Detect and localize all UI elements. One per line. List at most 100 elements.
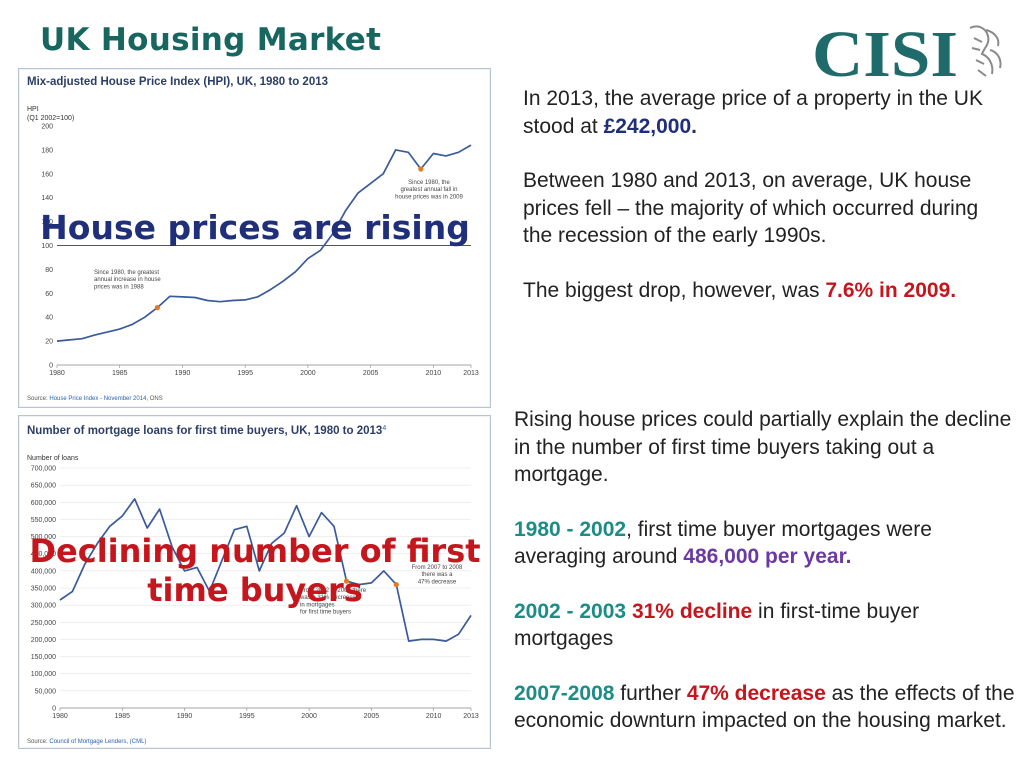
loans-chart: Number of mortgage loans for first time … — [27, 425, 479, 745]
paragraph-1980-2002: 1980 - 2002, first time buyer mortgages … — [514, 516, 1019, 571]
text-2007-2008: as the effects of the economic downturn … — [514, 681, 1015, 733]
loans-source-label: Source: — [27, 739, 49, 745]
loans-annotation-marker — [343, 578, 350, 584]
hpi-xtick-label: 1990 — [175, 370, 191, 377]
hpi-ytick-label: 120 — [41, 219, 53, 226]
paragraph-price-falls: Between 1980 and 2013, on average, UK ho… — [523, 169, 979, 247]
paragraph-rising-prices: Rising house prices could partially expl… — [514, 408, 1012, 486]
loans-annotation-line: there was a — [421, 572, 453, 578]
loans-annotation-line: was a 31% decrease — [299, 595, 356, 601]
loans-annotation: From 2002 to 2003 there was a 31% decreas… — [299, 588, 367, 616]
loans-annotation-line: in mortgages — [300, 602, 335, 608]
price-summary-text: In 2013, the average price of a property… — [523, 85, 1003, 331]
hpi-annotation-line: annual increase in house — [94, 277, 161, 283]
loans-ytick-label: 200,000 — [31, 637, 56, 644]
loans-overlay-caption: Declining number of first time buyers — [20, 532, 490, 610]
hpi-xtick-label: 2013 — [463, 370, 479, 377]
loans-annotation-marker — [393, 581, 399, 588]
loans-source: Source: Council of Mortgage Lenders, (CM… — [27, 739, 146, 745]
hpi-annotation-line: Since 1980, the greatest — [94, 270, 159, 276]
griffin-icon — [969, 25, 1002, 77]
biggest-drop-text: The biggest drop, however, was — [523, 278, 826, 302]
decline-31-value: 31% decline — [631, 599, 753, 623]
hpi-ytick-label: 20 — [45, 339, 53, 346]
hpi-ytick-label: 200 — [41, 124, 53, 131]
hpi-annotation-line: Since 1980, the — [408, 180, 450, 186]
hpi-annotation-line: greatest annual fall in — [400, 187, 457, 193]
loans-chart-title-sup: 4 — [382, 425, 386, 432]
hpi-ytick-label: 80 — [45, 267, 53, 274]
hpi-ytick-label: 180 — [41, 147, 53, 154]
hpi-xtick-label: 1985 — [112, 370, 128, 377]
loans-ytick-label: 250,000 — [31, 620, 56, 627]
loans-xtick-label: 1980 — [52, 713, 68, 720]
hpi-xtick-label: 2005 — [363, 370, 379, 377]
hpi-xtick-label: 2000 — [300, 370, 316, 377]
loans-ytick-label: 150,000 — [31, 654, 56, 661]
average-mortgages-value: 486,000 per year. — [683, 545, 852, 568]
text-1980-2002: , first time buyer mortgages were averag… — [514, 517, 932, 569]
loans-annotation: From 2007 to 2008 there was a 47% decrease — [412, 565, 463, 585]
loans-ytick-label: 350,000 — [31, 586, 56, 593]
loans-ytick-label: 650,000 — [31, 483, 56, 490]
loans-ytick-label: 500,000 — [31, 534, 56, 541]
biggest-drop-value: 7.6% in 2009. — [825, 278, 957, 302]
hpi-annotation: Since 1980, the greatest annual increase … — [94, 270, 161, 290]
loans-xtick-label: 1985 — [114, 713, 130, 720]
loans-chart-panel: Number of mortgage loans for first time … — [18, 415, 491, 749]
loans-annotation-line: for first time buyers — [300, 610, 351, 616]
loans-xtick-label: 2013 — [463, 713, 479, 720]
hpi-annotation-marker — [418, 166, 424, 172]
loans-xtick-label: 1995 — [239, 713, 255, 720]
text-2002-2003: in first-time buyer mortgages — [514, 599, 920, 651]
paragraph-biggest-drop: The biggest drop, however, was 7.6% in 2… — [523, 277, 1003, 305]
loans-xtick-label: 1990 — [177, 713, 193, 720]
loans-ytick-label: 300,000 — [31, 603, 56, 610]
slide-title: UK Housing Market — [40, 22, 382, 58]
loans-ytick-label: 0 — [52, 706, 56, 713]
range-1980-2002: 1980 - 2002 — [514, 517, 627, 541]
loans-chart-title: Number of mortgage loans for first time … — [27, 425, 386, 437]
hpi-overlay-caption: House prices are rising — [40, 208, 470, 247]
hpi-source-suffix: , ONS — [146, 396, 162, 402]
loans-source-link[interactable]: Council of Mortgage Lenders, (CML) — [49, 739, 146, 745]
buyers-summary-text: Rising house prices could partially expl… — [514, 406, 1019, 762]
loans-ytick-label: 400,000 — [31, 568, 56, 575]
paragraph-2007-2008: 2007-2008 further 47% decrease as the ef… — [514, 680, 1019, 735]
loans-annotation-line: From 2007 to 2008 — [412, 565, 463, 571]
hpi-source-label: Source: — [27, 396, 49, 402]
cisi-logo: CISI — [812, 20, 1002, 80]
hpi-ylabel-line1: HPI — [27, 106, 39, 113]
text-2007-2008-mid: further — [614, 681, 687, 705]
hpi-ylabel-line2: (Q1 2002=100) — [27, 115, 74, 122]
hpi-annotation-line: prices was in 1988 — [94, 284, 144, 290]
hpi-ytick-label: 40 — [45, 315, 53, 322]
hpi-source: Source: House Price Index - November 201… — [27, 396, 163, 402]
hpi-annotation: Since 1980, the greatest annual fall in ho… — [395, 180, 463, 200]
hpi-ytick-label: 60 — [45, 291, 53, 298]
hpi-source-link[interactable]: House Price Index - November 2014 — [49, 396, 147, 402]
paragraph-2002-2003: 2002 - 2003 31% decline in first-time bu… — [514, 598, 1019, 653]
loans-series-line — [59, 498, 472, 642]
logo-wordmark: CISI — [812, 20, 958, 80]
loans-annotation-line: From 2002 to 2003 there — [300, 588, 367, 594]
range-2007-2008: 2007-2008 — [514, 681, 615, 705]
loans-ylabel: Number of loans — [27, 455, 79, 462]
hpi-series-line — [56, 144, 472, 342]
hpi-chart: Mix-adjusted House Price Index (HPI), UK… — [27, 76, 479, 402]
loans-xtick-label: 2005 — [364, 713, 380, 720]
hpi-chart-title: Mix-adjusted House Price Index (HPI), UK… — [27, 76, 328, 88]
loans-ytick-label: 100,000 — [31, 671, 56, 678]
loans-ytick-label: 700,000 — [31, 466, 56, 473]
loans-ytick-label: 50,000 — [35, 688, 57, 695]
hpi-ytick-label: 0 — [49, 363, 53, 370]
hpi-ytick-label: 140 — [41, 195, 53, 202]
loans-xtick-label: 2000 — [301, 713, 317, 720]
hpi-ytick-label: 100 — [41, 243, 53, 250]
hpi-xtick-label: 2010 — [426, 370, 442, 377]
average-price-value: £242,000. — [603, 114, 697, 138]
hpi-xtick-label: 1980 — [49, 370, 65, 377]
hpi-xtick-label: 1995 — [237, 370, 253, 377]
paragraph-average-price: In 2013, the average price of a property… — [523, 85, 1003, 140]
hpi-chart-panel: Mix-adjusted House Price Index (HPI), UK… — [18, 68, 491, 408]
